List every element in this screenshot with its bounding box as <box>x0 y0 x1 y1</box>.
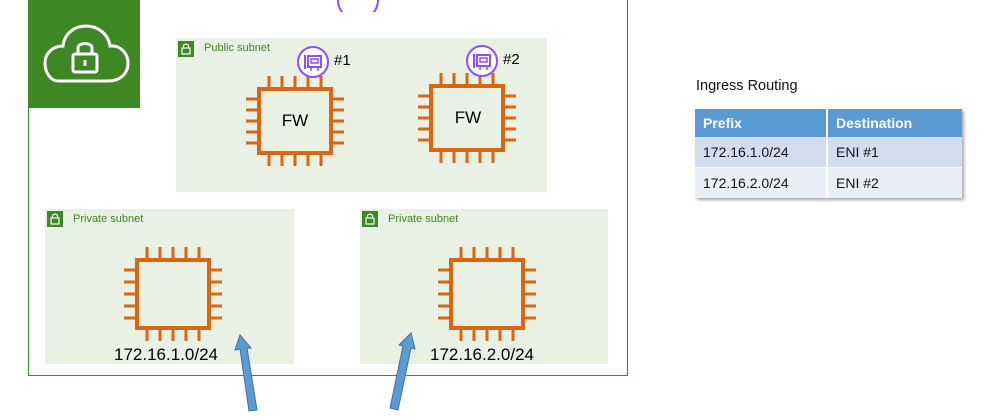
column-header-prefix: Prefix <box>695 109 827 137</box>
public-subnet-label: Public subnet <box>204 42 270 54</box>
table-row: 172.16.2.0/24 ENI #2 <box>695 168 962 199</box>
table-row: 172.16.1.0/24 ENI #1 <box>695 137 962 168</box>
lock-icon <box>362 211 378 227</box>
ingress-routing-table: Prefix Destination 172.16.1.0/24 ENI #1 … <box>695 109 962 198</box>
eni-number: #2 <box>503 51 520 68</box>
firewall-label: FW <box>270 111 320 131</box>
private-subnet-label: Private subnet <box>73 213 143 225</box>
prefix-cell: 172.16.1.0/24 <box>695 137 827 168</box>
vpc-badge <box>28 0 140 108</box>
prefix-cell: 172.16.2.0/24 <box>695 168 827 199</box>
column-header-destination: Destination <box>827 109 962 137</box>
destination-cell: ENI #2 <box>827 168 962 199</box>
cidr-label: 172.16.2.0/24 <box>430 345 534 365</box>
ingress-routing-title: Ingress Routing <box>696 78 798 94</box>
instance-chip-icon <box>124 247 222 341</box>
eni-icon <box>465 44 499 78</box>
traffic-arrow <box>228 332 268 412</box>
firewall-label: FW <box>443 108 493 128</box>
cidr-label: 172.16.1.0/24 <box>114 345 218 365</box>
destination-cell: ENI #1 <box>827 137 962 168</box>
traffic-arrow <box>382 330 422 412</box>
private-subnet-label: Private subnet <box>388 213 458 225</box>
cloud-lock-icon <box>28 0 140 108</box>
lock-icon <box>47 211 63 227</box>
instance-chip-icon <box>438 247 536 341</box>
lock-icon <box>178 41 194 57</box>
eni-number: #1 <box>334 52 351 69</box>
eni-icon <box>296 45 330 79</box>
